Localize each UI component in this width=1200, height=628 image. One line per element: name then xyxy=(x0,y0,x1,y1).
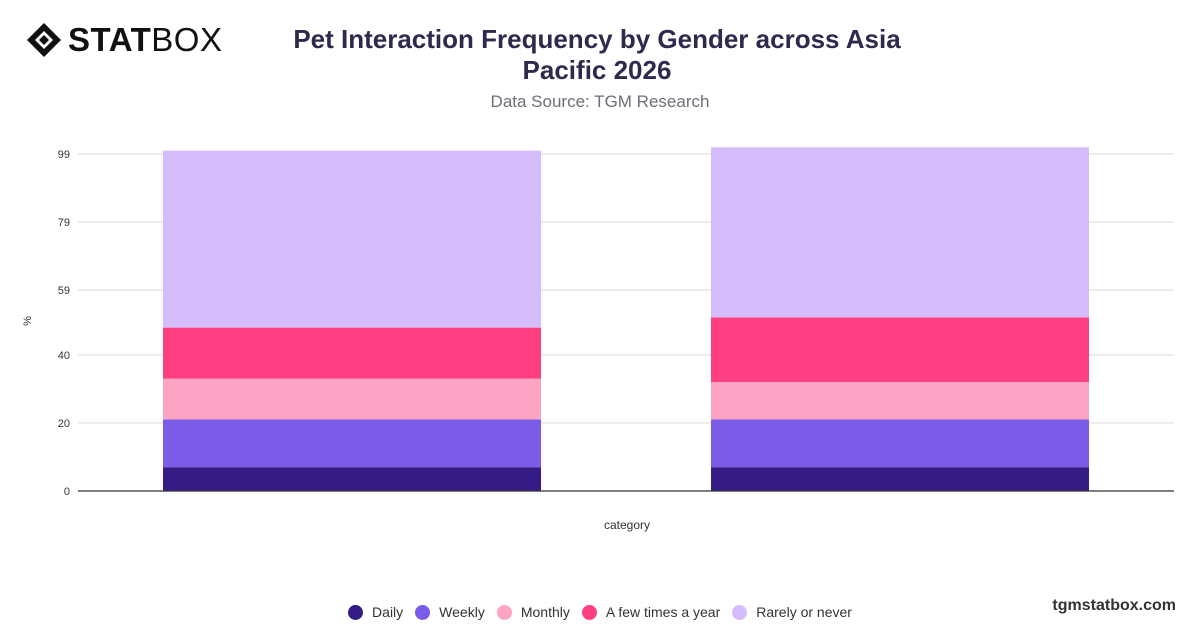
chart-title-line1: Pet Interaction Frequency by Gender acro… xyxy=(293,24,901,54)
bar-segment xyxy=(711,147,1089,318)
chart-legend: Daily Weekly Monthly A few times a year Rare… xyxy=(0,601,1200,623)
y-tick-label: 20 xyxy=(58,418,70,430)
bar-segment xyxy=(711,382,1089,420)
y-tick-label: 59 xyxy=(58,285,70,297)
bar-segment xyxy=(163,378,541,420)
y-tick-label: 0 xyxy=(64,486,70,498)
chart-title-line2: Pacific 2026 xyxy=(522,55,672,85)
chart-title: Pet Interaction Frequency by Gender acro… xyxy=(247,24,947,86)
brand-name: STATBOX xyxy=(68,22,222,58)
legend-label: Daily xyxy=(372,604,404,620)
legend-item[interactable]: Monthly xyxy=(496,604,570,620)
brand-name-bold: STAT xyxy=(68,21,152,58)
diamond-logo-icon xyxy=(27,23,61,57)
y-tick-label: 99 xyxy=(58,149,70,161)
bar-segment xyxy=(163,419,541,468)
bar-segment xyxy=(711,419,1089,468)
legend-swatch xyxy=(496,604,512,620)
x-axis-label: category xyxy=(604,518,650,532)
y-tick-label: 79 xyxy=(58,217,70,229)
legend-item[interactable]: A few times a year xyxy=(581,604,721,620)
brand-logo: STATBOX xyxy=(26,22,222,58)
watermark: tgmstatbox.com xyxy=(1052,597,1176,614)
legend-swatch xyxy=(348,604,364,620)
bar-segment xyxy=(163,467,541,491)
legend-item[interactable]: Weekly xyxy=(415,604,485,620)
legend-swatch xyxy=(732,604,748,620)
bar-segment xyxy=(163,150,541,328)
chart-subtitle: Data Source: TGM Research xyxy=(490,92,710,111)
legend-label: Rarely or never xyxy=(756,604,852,620)
y-axis-label: % xyxy=(22,316,34,326)
legend-swatch xyxy=(415,604,431,620)
y-tick-label: 40 xyxy=(58,350,70,362)
legend-label: Weekly xyxy=(439,604,485,620)
bar-segment xyxy=(163,327,541,379)
legend-swatch xyxy=(581,604,597,620)
brand-name-light: BOX xyxy=(151,21,223,58)
legend-item[interactable]: Rarely or never xyxy=(732,604,852,620)
legend-label: A few times a year xyxy=(605,604,721,620)
bar-segment xyxy=(711,317,1089,383)
legend-label: Monthly xyxy=(520,604,570,620)
bar-segment xyxy=(711,467,1089,491)
legend-item[interactable]: Daily xyxy=(348,604,403,620)
